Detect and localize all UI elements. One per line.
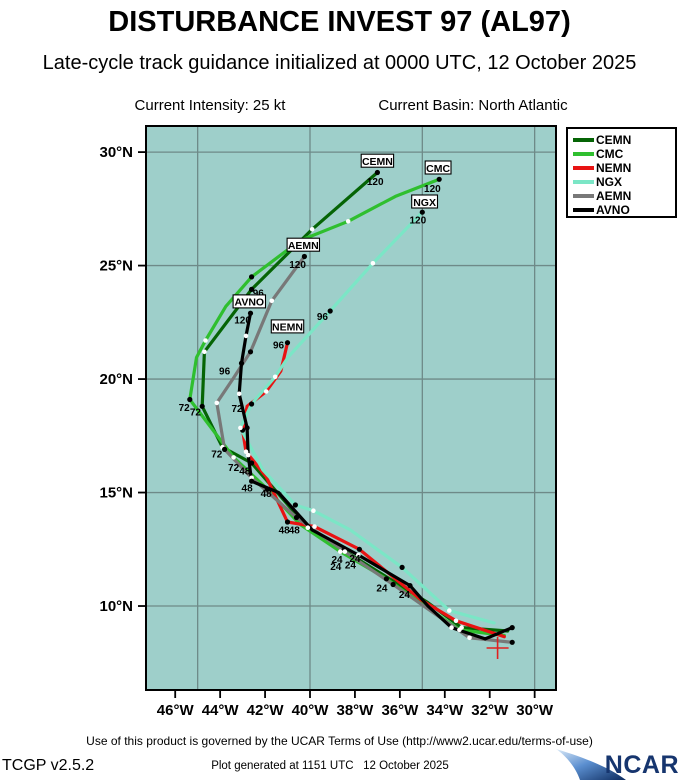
svg-text:96: 96 (273, 341, 285, 352)
legend-label: AEMN (596, 189, 632, 203)
ncar-swoosh-icon (556, 749, 626, 780)
current-intensity-label: Current Intensity: 25 kt (134, 97, 286, 114)
legend-label: CEMN (596, 133, 632, 147)
legend-label: NEMN (596, 161, 632, 175)
svg-text:AEMN: AEMN (288, 240, 319, 252)
legend-line-icon (573, 138, 594, 142)
svg-text:36°W: 36°W (381, 702, 419, 719)
page-subtitle: Late-cycle track guidance initialized at… (42, 52, 637, 74)
terms-of-use-text: Use of this product is governed by the U… (86, 734, 593, 748)
legend-entry-aemn: AEMN (573, 189, 675, 203)
legend-label: AVNO (596, 203, 630, 217)
svg-text:72: 72 (179, 403, 191, 414)
legend-label: CMC (596, 147, 624, 161)
legend-line-icon (573, 180, 594, 184)
svg-text:44°W: 44°W (202, 702, 240, 719)
svg-text:120: 120 (409, 216, 426, 227)
legend-line-icon (573, 152, 594, 156)
legend-entry-cmc: CMC (573, 147, 675, 161)
legend-line-icon (573, 166, 594, 170)
page-title: DISTURBANCE INVEST 97 (AL97) (108, 6, 571, 38)
svg-text:24: 24 (349, 554, 361, 565)
svg-text:25°N: 25°N (99, 258, 133, 275)
svg-text:CMC: CMC (426, 163, 450, 175)
app-version-label: TCGP v2.5.2 (2, 757, 95, 774)
svg-text:120: 120 (289, 260, 306, 271)
legend-entry-nemn: NEMN (573, 161, 675, 175)
svg-text:24: 24 (331, 555, 343, 566)
svg-text:24: 24 (330, 562, 342, 573)
legend-label: NGX (596, 175, 623, 189)
svg-text:48: 48 (279, 526, 291, 537)
svg-text:24: 24 (345, 561, 357, 572)
svg-text:24: 24 (399, 590, 411, 601)
svg-text:120: 120 (234, 316, 251, 327)
legend-entry-cemn: CEMN (573, 133, 675, 147)
svg-text:30°N: 30°N (99, 144, 133, 161)
generated-timestamp: Plot generated at 1151 UTC 12 October 20… (211, 760, 449, 772)
svg-text:20°N: 20°N (99, 371, 133, 388)
svg-text:72: 72 (211, 450, 223, 461)
legend-entry-avno: AVNO (573, 203, 675, 217)
track-map: 120 120 120 120 120 96 96 96 96 72 72 72 72 72 48 48 48 4… (99, 125, 557, 719)
svg-text:46°W: 46°W (157, 702, 195, 719)
svg-text:48: 48 (239, 467, 251, 478)
svg-text:NGX: NGX (413, 197, 436, 209)
svg-text:38°W: 38°W (337, 702, 375, 719)
svg-text:34°W: 34°W (426, 702, 464, 719)
legend-line-icon (573, 194, 594, 198)
svg-text:48: 48 (261, 489, 273, 500)
svg-text:30°W: 30°W (516, 702, 554, 719)
svg-text:72: 72 (231, 404, 243, 415)
svg-text:96: 96 (253, 288, 265, 299)
svg-text:15°N: 15°N (99, 485, 133, 502)
svg-text:96: 96 (219, 367, 231, 378)
svg-text:AVNO: AVNO (235, 297, 265, 309)
ncar-logo: NCAR (548, 748, 679, 780)
svg-text:120: 120 (367, 177, 384, 188)
svg-text:40°W: 40°W (292, 702, 330, 719)
svg-text:42°W: 42°W (247, 702, 285, 719)
svg-text:48: 48 (242, 484, 254, 495)
svg-text:72: 72 (228, 463, 240, 474)
svg-text:72: 72 (190, 408, 202, 419)
legend-line-icon (573, 208, 594, 212)
svg-text:NEMN: NEMN (272, 322, 303, 334)
svg-text:24: 24 (376, 583, 388, 594)
ncar-logo-text: NCAR (604, 751, 679, 779)
svg-text:48: 48 (289, 526, 301, 537)
svg-text:CEMN: CEMN (362, 156, 393, 168)
svg-text:96: 96 (317, 312, 329, 323)
legend-entry-ngx: NGX (573, 175, 675, 189)
svg-text:32°W: 32°W (471, 702, 509, 719)
legend-box: CEMN CMC NEMN NGX AEMN AVNO (566, 127, 677, 218)
svg-text:10°N: 10°N (99, 598, 133, 615)
svg-text:120: 120 (424, 184, 441, 195)
current-basin-label: Current Basin: North Atlantic (378, 97, 568, 114)
